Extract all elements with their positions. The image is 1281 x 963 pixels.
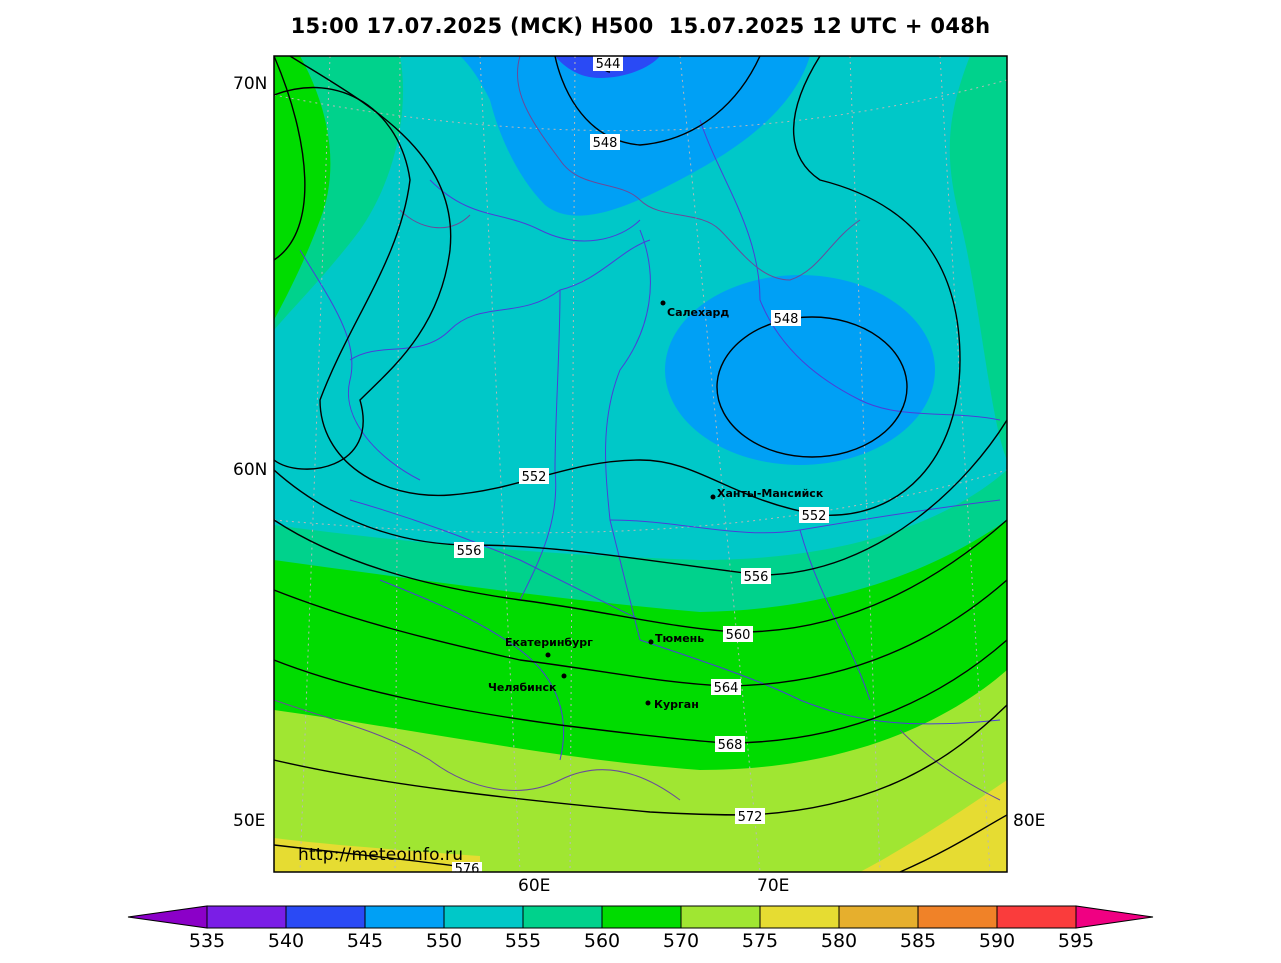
lon-label-60e: 60E: [518, 876, 551, 896]
city-marker: [710, 494, 716, 500]
cities: Салехард Ханты-Мансийск Тюмень Екатеринб…: [488, 300, 824, 711]
ridge-nw-570: [274, 56, 331, 320]
colorbar-tick-label: 590: [978, 930, 1016, 952]
contour-552: [274, 56, 961, 516]
contour-label: 552: [802, 509, 827, 524]
contour-label: 564: [714, 681, 739, 696]
lon-label-50e: 50E: [233, 811, 266, 831]
contour-576-se: [899, 814, 1007, 872]
map-frame: [273, 55, 1008, 873]
city-label: Челябинск: [488, 681, 557, 694]
contour-label: 556: [744, 570, 769, 585]
city-label: Екатеринбург: [505, 636, 593, 649]
borders: [299, 119, 1001, 761]
city-marker: [561, 673, 567, 679]
colorbar-tick-label: 545: [346, 930, 384, 952]
city-marker: [545, 652, 551, 658]
colorbar-tick-label: 575: [741, 930, 779, 952]
contour-556: [274, 56, 1007, 576]
colorbar-swatch: [443, 905, 524, 929]
colorbar: [127, 905, 1154, 929]
contour-548-north: [554, 56, 761, 146]
contour-label: 548: [774, 312, 799, 327]
contour-label: 572: [738, 810, 763, 825]
low-550: [665, 275, 935, 465]
source-url: http://meteoinfo.ru: [298, 845, 464, 865]
band-575: [274, 670, 1007, 872]
colorbar-swatch: [601, 905, 682, 929]
colorbar-swatch: [680, 905, 761, 929]
contour-label: 552: [522, 470, 547, 485]
contour-572: [274, 704, 1007, 816]
colorbar-swatch: [759, 905, 840, 929]
trough-north-550: [460, 56, 810, 216]
colorbar-tick-label: 550: [425, 930, 463, 952]
colorbar-swatch: [206, 905, 287, 929]
lat-label-70n: 70N: [233, 74, 268, 94]
coastline: [274, 56, 1001, 801]
colorbar-swatch: [917, 905, 998, 929]
lon-label-80e: 80E: [1013, 811, 1046, 831]
contour-label: 544: [596, 57, 621, 72]
colorbar-tick-label: 585: [899, 930, 937, 952]
contour-label: 568: [718, 738, 743, 753]
contour-label: 556: [457, 544, 482, 559]
city-label: Ханты-Мансийск: [717, 487, 824, 500]
colorbar-tick-label: 595: [1057, 930, 1095, 952]
lat-label-60n: 60N: [233, 460, 268, 480]
colorbar-tick-label: 555: [504, 930, 542, 952]
colorbar-tick-label: 560: [583, 930, 621, 952]
colorbar-swatch: [364, 905, 445, 929]
city-marker: [645, 700, 651, 706]
colorbar-tick-label: 570: [662, 930, 700, 952]
colorbar-tick-label: 580: [820, 930, 858, 952]
contour-nw: [274, 56, 306, 261]
city-marker: [660, 300, 666, 306]
contour-labels: 544 548 548 552 552 556 556 560 564 568 …: [452, 56, 829, 877]
city-marker: [648, 639, 654, 645]
colorbar-swatch: [838, 905, 919, 929]
colorbar-swatch: [285, 905, 366, 929]
ridge-ne-560: [949, 56, 1007, 460]
band-580-sw: [274, 838, 480, 872]
city-label: Салехард: [667, 306, 729, 319]
city-label: Курган: [654, 698, 699, 711]
contour-568: [274, 639, 1007, 744]
colorbar-arrow-low: [127, 905, 208, 929]
contour-label: 576: [455, 862, 480, 877]
map-fields: 544 548 548 552 552 556 556 560 564 568 …: [274, 56, 1007, 877]
contour-label: 548: [593, 136, 618, 151]
contour-560: [274, 519, 1007, 633]
colorbar-swatch: [996, 905, 1077, 929]
city-label: Тюмень: [655, 632, 704, 645]
band-580-se: [860, 780, 1007, 872]
contour-548-low: [716, 316, 908, 458]
colorbar-swatch: [522, 905, 603, 929]
map-title: 15:00 17.07.2025 (MCK) H500 15.07.2025 1…: [290, 14, 991, 38]
contour-label: 560: [726, 628, 751, 643]
contour-564: [274, 579, 1007, 687]
graticule: [274, 56, 1007, 872]
colorbar-tick-label: 535: [188, 930, 226, 952]
colorbar-tick-label: 540: [267, 930, 305, 952]
lon-label-70e: 70E: [757, 876, 790, 896]
colorbar-arrow-high: [1075, 905, 1154, 929]
